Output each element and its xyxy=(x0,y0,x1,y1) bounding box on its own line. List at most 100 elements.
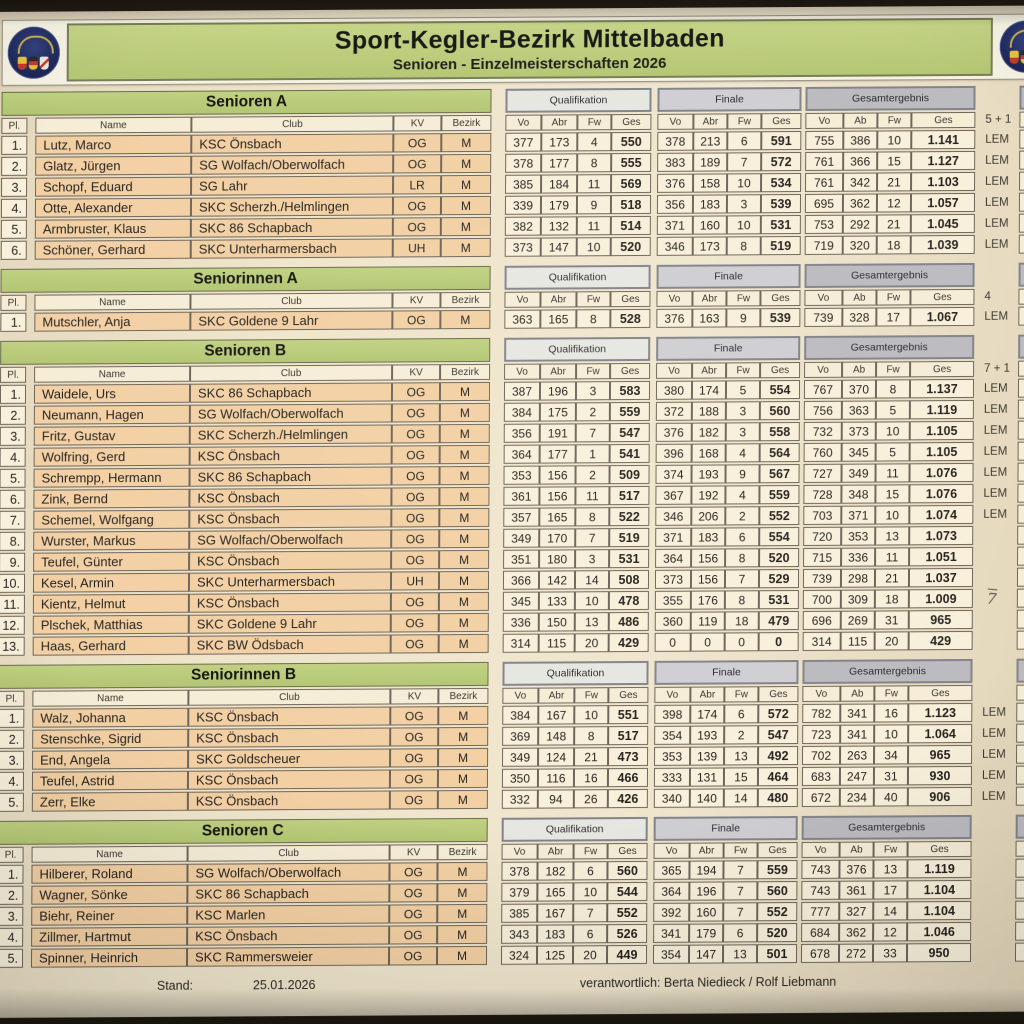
kv-cell: OG xyxy=(393,154,442,174)
qual-score-cell: 148 xyxy=(538,726,575,746)
total-score-cell: 309 xyxy=(840,589,875,609)
final-score-cell: 183 xyxy=(691,527,726,547)
col-header-vo: Vo xyxy=(804,361,843,378)
side-note xyxy=(982,841,1016,857)
final-score-cell: 501 xyxy=(756,944,798,964)
edge-cell xyxy=(1017,420,1024,440)
edge-cell xyxy=(1016,723,1024,743)
col-header-pl: Pl. xyxy=(0,690,25,707)
qual-score-cell: 8 xyxy=(575,507,610,527)
final-score-cell: 10 xyxy=(726,215,761,235)
edge-cell xyxy=(1018,213,1024,233)
lem-note: LEM xyxy=(981,769,1006,782)
final-score-cell: 7 xyxy=(723,860,758,880)
edge-cell xyxy=(1019,171,1024,191)
final-score-cell: 174 xyxy=(691,380,727,400)
col-header-abr: Abr xyxy=(692,362,727,379)
col-header-abr: Abr xyxy=(689,842,724,859)
sections-host: Senioren A Qualifikation Finale Gesamtergeb… xyxy=(0,85,1024,968)
qual-score-cell: 385 xyxy=(501,903,538,923)
qual-score-cell: 165 xyxy=(539,507,576,527)
col-header-fw: Fw xyxy=(873,841,908,858)
total-score-cell: 1.076 xyxy=(909,462,974,483)
stand-label: Stand: xyxy=(156,978,194,993)
col-header-abr: Abr xyxy=(693,113,728,130)
lem-note: 7 xyxy=(983,589,1017,608)
side-note: 4 xyxy=(984,290,991,303)
col-header-vo: Vo xyxy=(654,686,691,703)
total-score-cell: 743 xyxy=(801,859,840,880)
qual-score-cell: 517 xyxy=(608,725,649,746)
final-score-cell: 355 xyxy=(654,590,691,610)
club-cell: KSC Önsbach xyxy=(191,133,394,154)
qual-score-cell: 2 xyxy=(575,402,610,422)
kv-cell: OG xyxy=(389,904,438,924)
lem-note: LEM xyxy=(985,133,1009,146)
kv-cell: OG xyxy=(390,706,439,726)
overall-header: Gesamtergebnis xyxy=(802,658,973,685)
col-header-fw: Fw xyxy=(723,842,758,859)
bezirk-cell: M xyxy=(437,768,489,789)
col-header-club: Club xyxy=(191,115,394,133)
total-score-cell: 17 xyxy=(876,307,911,327)
kv-cell: OG xyxy=(390,727,439,747)
final-score-cell: 156 xyxy=(691,548,726,568)
pl-cell: 3. xyxy=(0,906,24,926)
final-score-cell: 480 xyxy=(757,788,798,808)
qual-score-cell: 332 xyxy=(501,789,538,809)
responsible-credit: verantwortlich: Berta Niedieck / Rolf Li… xyxy=(579,974,837,991)
edge-cell xyxy=(1017,525,1024,545)
edge-cell xyxy=(1018,192,1024,212)
edge-cell xyxy=(1016,702,1024,722)
bezirk-cell: M xyxy=(439,528,490,549)
lem-note: LEM xyxy=(984,217,1009,230)
col-header-vo: Vo xyxy=(504,363,541,380)
col-header-fw: Fw xyxy=(724,686,759,703)
final-score-cell: 131 xyxy=(689,767,725,787)
total-score-cell: 760 xyxy=(803,442,842,462)
qual-score-cell: 531 xyxy=(609,548,650,569)
col-header-kv: KV xyxy=(392,364,441,381)
qual-score-cell: 343 xyxy=(501,924,538,944)
qual-score-cell: 528 xyxy=(610,308,651,329)
club-cell: SKC Scherzh./Helmlingen xyxy=(189,424,392,445)
final-score-cell: 179 xyxy=(689,923,724,943)
qual-score-cell: 466 xyxy=(607,767,649,788)
final-score-cell: 3 xyxy=(726,194,762,214)
final-score-cell: 567 xyxy=(759,464,800,484)
total-score-cell: 739 xyxy=(802,568,842,588)
total-score-cell: 1.103 xyxy=(911,171,976,192)
kv-cell: OG xyxy=(391,529,440,549)
final-score-cell: 539 xyxy=(760,194,802,214)
qual-score-cell: 356 xyxy=(503,423,540,443)
total-score-cell: 327 xyxy=(839,901,874,921)
total-score-cell: 10 xyxy=(877,130,912,150)
qual-score-cell: 16 xyxy=(573,768,609,788)
col-header-abr: Ab xyxy=(842,289,877,306)
total-score-cell: 727 xyxy=(803,463,842,483)
qual-score-cell: 547 xyxy=(609,422,650,443)
total-score-cell: 702 xyxy=(802,745,841,766)
final-score-cell: 173 xyxy=(692,236,727,256)
qual-score-cell: 345 xyxy=(502,591,539,611)
club-cell: SKC Goldscheuer xyxy=(188,748,391,769)
final-score-cell: 0 xyxy=(690,632,725,652)
total-score-cell: 1.105 xyxy=(909,420,974,441)
lem-note: LEM xyxy=(983,487,1008,500)
bezirk-cell: M xyxy=(438,570,490,591)
total-score-cell: 782 xyxy=(802,703,841,724)
total-score-cell: 743 xyxy=(801,880,840,901)
total-score-cell: 13 xyxy=(875,526,910,546)
overall-header: Gesamtergebnis xyxy=(804,262,975,288)
pl-cell: 2. xyxy=(0,729,25,749)
handwritten-mark: 7 xyxy=(985,588,998,608)
qual-score-cell: 20 xyxy=(572,945,608,965)
bezirk-cell: M xyxy=(437,861,488,882)
col-header-fw: Fw xyxy=(727,113,762,130)
final-score-cell: 572 xyxy=(761,151,802,172)
lem-note: LEM xyxy=(984,196,1009,209)
logo-box-right xyxy=(995,14,1024,78)
col-header-vo: Vo xyxy=(656,362,693,379)
qual-score-cell: 387 xyxy=(503,381,541,401)
stand-value: 25.01.2026 xyxy=(252,977,316,993)
